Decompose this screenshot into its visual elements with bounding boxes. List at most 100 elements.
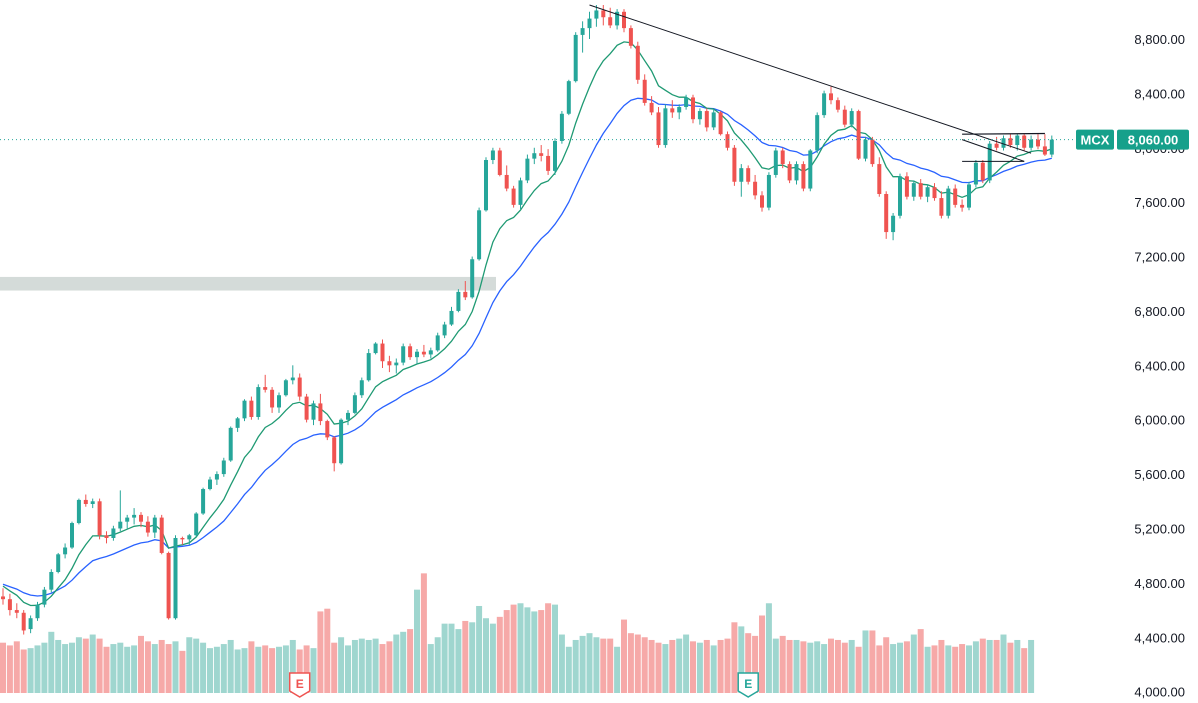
candle — [201, 487, 206, 515]
candle — [70, 521, 74, 549]
candle — [870, 136, 875, 167]
candle — [208, 476, 212, 491]
candle-body — [732, 147, 737, 182]
price-axis[interactable]: 8,800.008,400.008,000.007,600.007,200.00… — [1134, 32, 1185, 700]
candle-body — [21, 612, 26, 631]
candle-body — [663, 108, 668, 146]
candle-body — [994, 143, 999, 148]
candle — [415, 349, 419, 364]
volume-bar — [910, 634, 917, 693]
descending-trendline[interactable] — [589, 4, 1032, 154]
volume-bar — [345, 645, 351, 693]
volume-bar — [772, 638, 779, 693]
volume-bar — [6, 645, 13, 693]
volume-bar — [131, 645, 138, 693]
candle — [532, 147, 537, 165]
volume-bar — [593, 637, 600, 693]
resistance-line[interactable] — [962, 132, 1045, 135]
candle — [325, 419, 330, 441]
volume-bar — [262, 645, 269, 693]
candle-body — [339, 419, 344, 464]
candle-body — [1022, 135, 1027, 148]
candle-body — [435, 335, 440, 351]
candle — [580, 21, 585, 53]
candle — [635, 41, 640, 84]
candle — [718, 111, 723, 136]
candle-body — [256, 387, 261, 417]
volume-bar — [144, 641, 151, 693]
volume-bar — [690, 641, 696, 693]
candle — [856, 109, 861, 161]
earnings-marker-badge — [737, 672, 759, 698]
candle — [242, 399, 247, 422]
candle — [449, 306, 454, 326]
candle-body — [987, 143, 992, 181]
volume-bar — [614, 646, 621, 693]
candle — [180, 536, 185, 545]
candle — [753, 174, 758, 200]
candle — [1, 588, 5, 605]
candle-body — [470, 259, 475, 298]
candle — [1042, 134, 1047, 156]
candle — [518, 177, 523, 209]
volume-bar — [62, 644, 69, 693]
candle-body — [421, 351, 426, 355]
volume-bar — [862, 630, 869, 693]
candle-body — [104, 535, 109, 538]
volume-bar — [841, 642, 848, 693]
volume-bar — [489, 623, 496, 693]
candle-body — [711, 112, 716, 128]
candle — [911, 180, 916, 201]
candle-body — [159, 517, 164, 553]
candle-body — [746, 168, 751, 182]
candle — [553, 138, 557, 175]
volume-bar — [855, 646, 862, 693]
volume-bar — [903, 641, 910, 693]
candle-body — [415, 351, 419, 358]
candle — [56, 552, 61, 574]
candle-body — [504, 174, 509, 189]
candle — [435, 332, 440, 352]
candle-body — [373, 343, 378, 354]
candle — [235, 416, 240, 432]
candle-body — [684, 97, 689, 107]
volume-bar — [34, 645, 41, 693]
earnings-marker[interactable]: E — [737, 672, 759, 698]
candle — [739, 164, 744, 197]
triangle-lower-line[interactable] — [961, 139, 1025, 162]
candle — [898, 173, 902, 219]
volume-bar — [545, 603, 552, 693]
volume-bar — [724, 638, 731, 693]
volume-bar — [676, 638, 683, 693]
candle — [608, 7, 613, 29]
candle-body — [801, 164, 806, 189]
support-zone-band — [0, 276, 496, 291]
candle-body — [553, 140, 557, 171]
candle-body — [111, 528, 116, 538]
volume-bar — [462, 620, 469, 693]
candle-body — [76, 499, 81, 524]
candle — [766, 172, 771, 211]
volume-bar — [538, 610, 545, 693]
earnings-marker[interactable]: E — [288, 672, 311, 698]
candle-body — [794, 164, 799, 181]
candle-body — [242, 400, 247, 419]
candle — [615, 9, 620, 30]
candle-body — [477, 210, 482, 260]
candle-body — [1015, 135, 1020, 146]
volume-bar — [807, 642, 814, 693]
candle — [401, 343, 406, 366]
candle — [346, 410, 350, 426]
candle-body — [187, 535, 192, 540]
candle — [111, 525, 116, 541]
candle-body — [283, 380, 288, 396]
candle — [973, 160, 978, 188]
candle-body — [1001, 138, 1006, 148]
candle — [463, 281, 468, 301]
candle — [1008, 134, 1013, 148]
volume-bar — [13, 641, 20, 693]
volume-bar — [172, 641, 179, 693]
